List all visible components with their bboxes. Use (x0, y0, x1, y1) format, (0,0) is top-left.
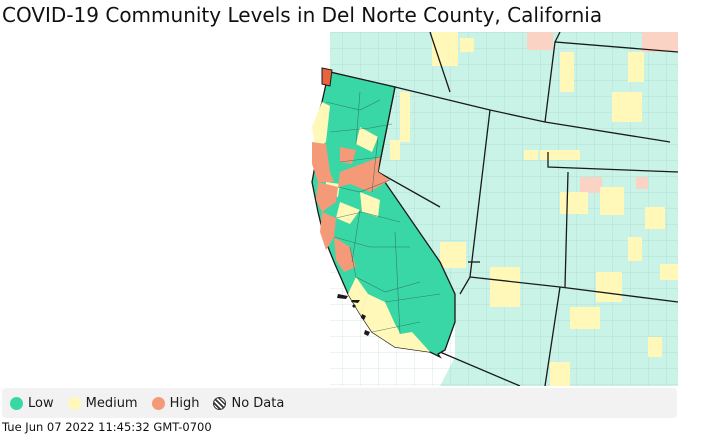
legend-label-no-data: No Data (231, 395, 285, 411)
legend-item-low[interactable]: Low (10, 396, 54, 411)
timestamp: Tue Jun 07 2022 11:45:32 GMT-0700 (2, 420, 212, 434)
low-swatch-icon (10, 396, 23, 410)
page-title: COVID-19 Community Levels in Del Norte C… (2, 3, 603, 27)
map-svg[interactable] (0, 32, 678, 386)
california-counties (311, 67, 456, 359)
hatch-icon (213, 396, 227, 410)
legend-item-no-data[interactable]: No Data (213, 396, 284, 411)
legend-item-high[interactable]: High (151, 395, 200, 411)
legend-item-medium[interactable]: Medium (67, 395, 138, 411)
channel-islands (337, 294, 370, 336)
county-map[interactable] (0, 32, 678, 386)
neighbor-county-levels (390, 32, 678, 386)
legend-label-medium: Medium (85, 395, 138, 411)
medium-swatch-icon (67, 396, 81, 410)
high-swatch-icon (151, 396, 165, 410)
legend-label-low: Low (28, 395, 54, 411)
map-legend: Low Medium High No Data (2, 388, 677, 418)
state-borders (329, 32, 678, 386)
legend-label-high: High (169, 395, 200, 411)
